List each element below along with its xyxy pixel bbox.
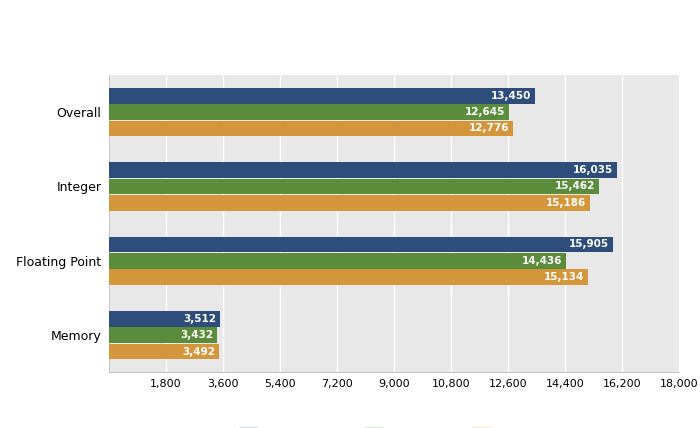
Text: 12,645: 12,645	[465, 107, 505, 117]
Bar	[108, 327, 217, 343]
Bar	[108, 195, 590, 211]
Bar	[108, 162, 617, 178]
Bar	[108, 237, 612, 252]
Legend: Boot Camp, Fusion 7, Fusion 8: Boot Camp, Fusion 7, Fusion 8	[234, 423, 554, 428]
Bar	[108, 88, 535, 104]
Bar	[108, 121, 513, 136]
Text: 3,492: 3,492	[183, 347, 216, 357]
Text: 14,436: 14,436	[522, 256, 562, 266]
Text: 3,512: 3,512	[183, 314, 216, 324]
Text: 15,186: 15,186	[546, 198, 586, 208]
Bar	[108, 311, 220, 327]
Text: VMware Fusion 8 Benchmarks: VMware Fusion 8 Benchmarks	[108, 18, 379, 33]
Bar	[108, 253, 566, 269]
Bar	[108, 104, 510, 120]
Text: 13,450: 13,450	[491, 91, 531, 101]
Text: 15,905: 15,905	[568, 239, 609, 250]
Text: 12,776: 12,776	[469, 123, 510, 134]
Text: Geekbench 3.3.2 | Multi-Core: Geekbench 3.3.2 | Multi-Core	[108, 47, 303, 59]
Bar	[108, 178, 598, 194]
Text: 15,134: 15,134	[544, 272, 584, 282]
Bar	[108, 344, 219, 360]
Text: 16,035: 16,035	[573, 165, 613, 175]
Text: 15,462: 15,462	[554, 181, 595, 191]
Text: 3,432: 3,432	[181, 330, 214, 340]
Bar	[108, 269, 588, 285]
